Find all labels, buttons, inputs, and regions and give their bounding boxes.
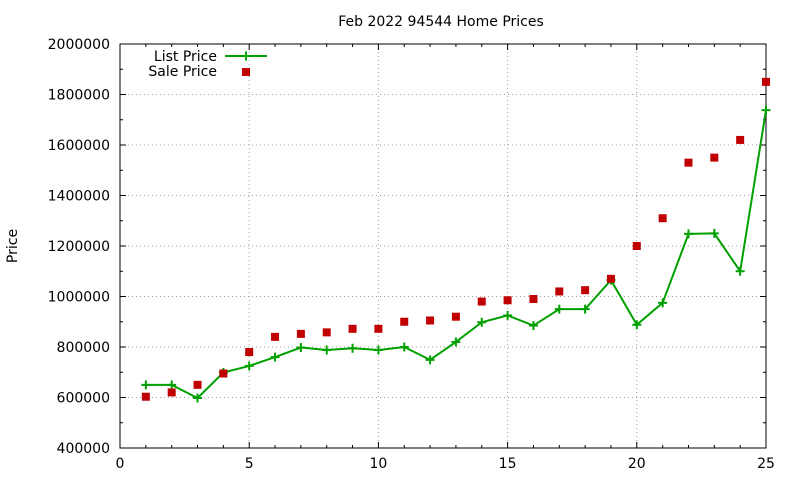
sale-price-point xyxy=(451,312,460,321)
legend-marker-sale-price xyxy=(242,68,250,76)
list-price-point xyxy=(348,343,358,353)
y-tick-label: 800000 xyxy=(57,340,110,356)
list-price-point xyxy=(322,345,332,355)
list-price-point xyxy=(296,343,306,353)
list-price-point xyxy=(658,298,668,308)
list-price-point xyxy=(632,320,642,330)
y-tick-label: 1000000 xyxy=(48,290,110,306)
x-tick-label: 15 xyxy=(499,456,517,472)
list-price-point xyxy=(761,105,771,115)
sale-price-point xyxy=(271,332,280,341)
x-tick-label: 10 xyxy=(369,456,387,472)
sale-price-point xyxy=(503,296,512,305)
x-tick-label: 0 xyxy=(116,456,125,472)
x-tick-label: 25 xyxy=(757,456,775,472)
sale-price-point xyxy=(141,392,150,401)
sale-price-point xyxy=(477,297,486,306)
axis-ticks: 0 5 10 15 20 25 400000 600000 800000 1000000 12000… xyxy=(48,37,775,472)
sale-price-point xyxy=(581,286,590,295)
series-layer xyxy=(141,77,771,403)
y-axis-label: Price xyxy=(5,229,21,263)
y-tick-label: 1800000 xyxy=(48,88,110,104)
list-price-point xyxy=(193,393,203,403)
y-tick-label: 1600000 xyxy=(48,138,110,154)
list-price-point xyxy=(167,380,177,390)
y-tick-label: 1400000 xyxy=(48,189,110,205)
sale-price-point xyxy=(684,158,693,167)
legend-label-list-price: List Price xyxy=(154,49,217,65)
sale-price-point xyxy=(400,317,409,326)
sale-price-point xyxy=(296,329,305,338)
list-price-point xyxy=(735,266,745,276)
sale-price-point xyxy=(426,316,435,325)
list-price-point xyxy=(683,229,693,239)
list-price-point xyxy=(554,304,564,314)
legend-label-sale-price: Sale Price xyxy=(148,64,217,80)
y-tick-label: 400000 xyxy=(57,441,110,457)
y-tick-label: 1200000 xyxy=(48,239,110,255)
sale-price-point xyxy=(322,328,331,337)
list-price-point xyxy=(709,228,719,238)
sale-price-point xyxy=(529,295,538,304)
sale-price-point xyxy=(555,287,564,296)
sale-price-point xyxy=(762,77,770,86)
sale-price-point xyxy=(632,242,641,250)
y-tick-label: 600000 xyxy=(57,391,110,407)
sale-price-point xyxy=(348,324,357,333)
chart-title: Feb 2022 94544 Home Prices xyxy=(338,14,544,30)
list-price-point xyxy=(373,345,383,355)
list-price-line xyxy=(145,109,767,400)
list-price-point xyxy=(270,352,280,362)
list-price-point xyxy=(244,361,254,371)
list-price-point xyxy=(141,380,151,390)
list-price-point xyxy=(451,337,461,347)
list-price-point xyxy=(477,317,487,327)
list-price-point xyxy=(528,321,538,331)
list-price-point xyxy=(580,304,590,314)
list-price-point xyxy=(399,342,409,352)
x-tick-label: 5 xyxy=(245,456,254,472)
list-price-point xyxy=(425,355,435,365)
list-price-point xyxy=(503,310,513,320)
sale-price-point xyxy=(710,153,719,162)
sale-price-point xyxy=(167,388,176,397)
sale-price-point xyxy=(658,214,667,223)
sale-price-point xyxy=(374,324,383,333)
sale-price-point xyxy=(606,274,615,283)
sale-price-point xyxy=(219,369,228,378)
sale-price-point xyxy=(193,380,202,389)
sale-price-point xyxy=(736,135,745,144)
x-tick-label: 20 xyxy=(628,456,646,472)
legend-marker-list-price xyxy=(241,51,251,61)
sale-price-point xyxy=(245,348,254,357)
grid xyxy=(120,44,766,448)
y-tick-label: 2000000 xyxy=(48,37,110,53)
